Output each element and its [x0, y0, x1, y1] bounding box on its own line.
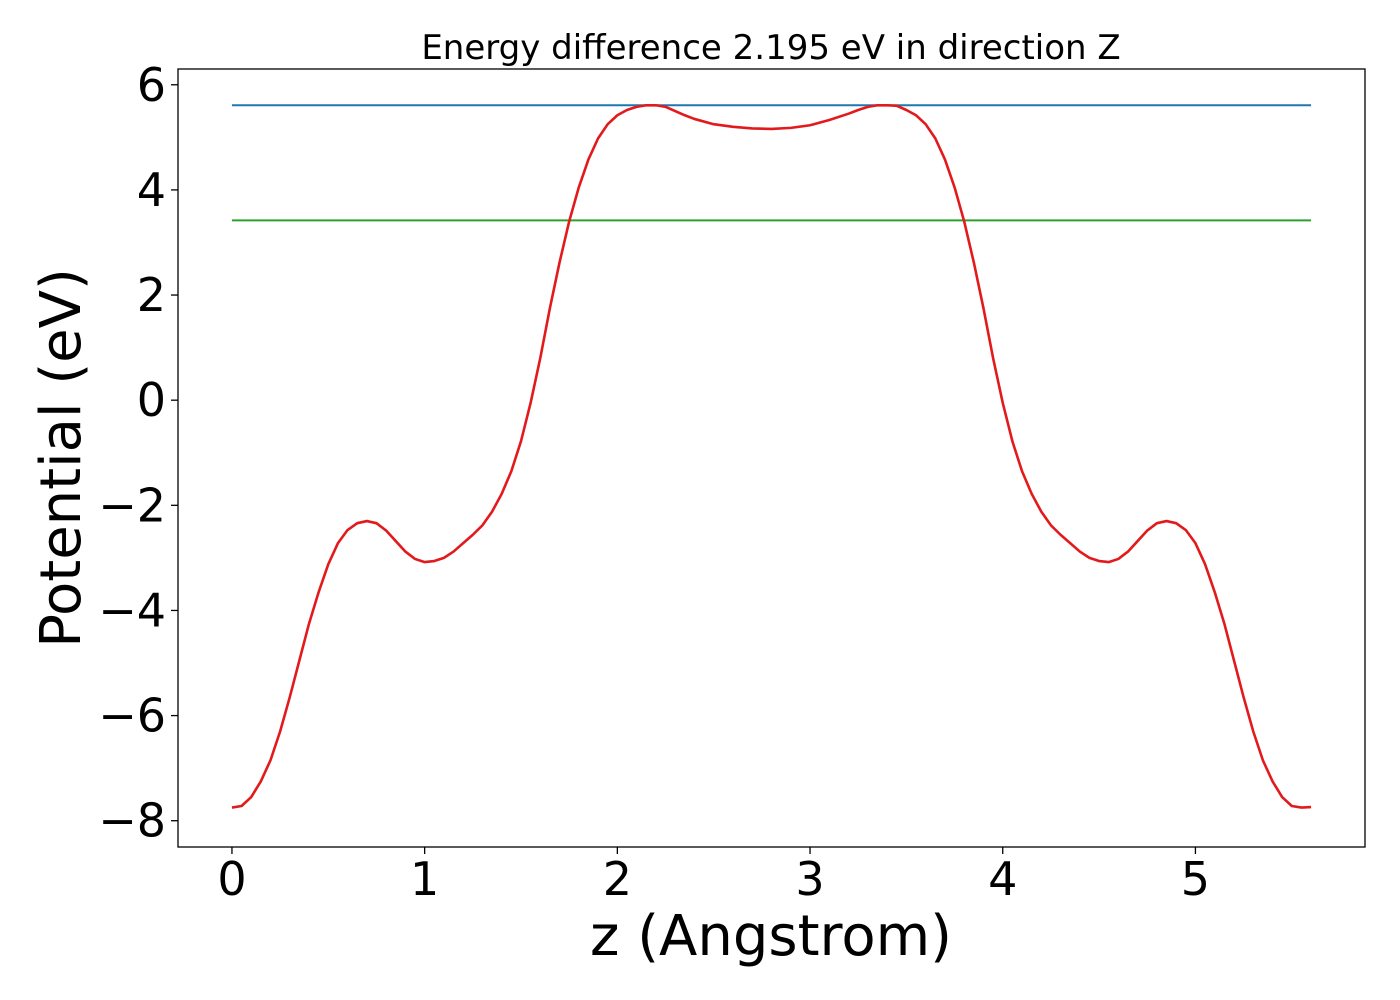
y-axis-label: Potential (eV) — [29, 268, 94, 648]
x-tick-label: 2 — [603, 852, 632, 906]
y-tick-label: 6 — [137, 58, 166, 112]
x-axis-ticks: 0 1 2 3 4 5 — [217, 847, 1210, 906]
x-tick-label: 0 — [217, 852, 246, 906]
plot-area — [177, 68, 1366, 848]
potential-curve — [231, 103, 1312, 809]
series-layer — [231, 103, 1312, 809]
x-tick-label: 3 — [795, 852, 824, 906]
y-tick-label: −2 — [98, 478, 166, 532]
x-tick-label: 5 — [1181, 852, 1210, 906]
x-axis-label: z (Angstrom) — [590, 904, 952, 969]
y-tick-label: 0 — [137, 373, 166, 427]
y-tick-label: 4 — [137, 163, 166, 217]
y-tick-label: −8 — [98, 794, 166, 848]
y-tick-label: −6 — [98, 689, 166, 743]
y-tick-label: 2 — [137, 268, 166, 322]
y-tick-label: −4 — [98, 583, 166, 637]
x-tick-label: 1 — [410, 852, 439, 906]
chart-title: Energy difference 2.195 eV in direction … — [421, 28, 1120, 68]
y-axis-ticks: −8 −6 −4 −2 0 2 4 6 — [98, 58, 178, 848]
x-tick-label: 4 — [988, 852, 1017, 906]
